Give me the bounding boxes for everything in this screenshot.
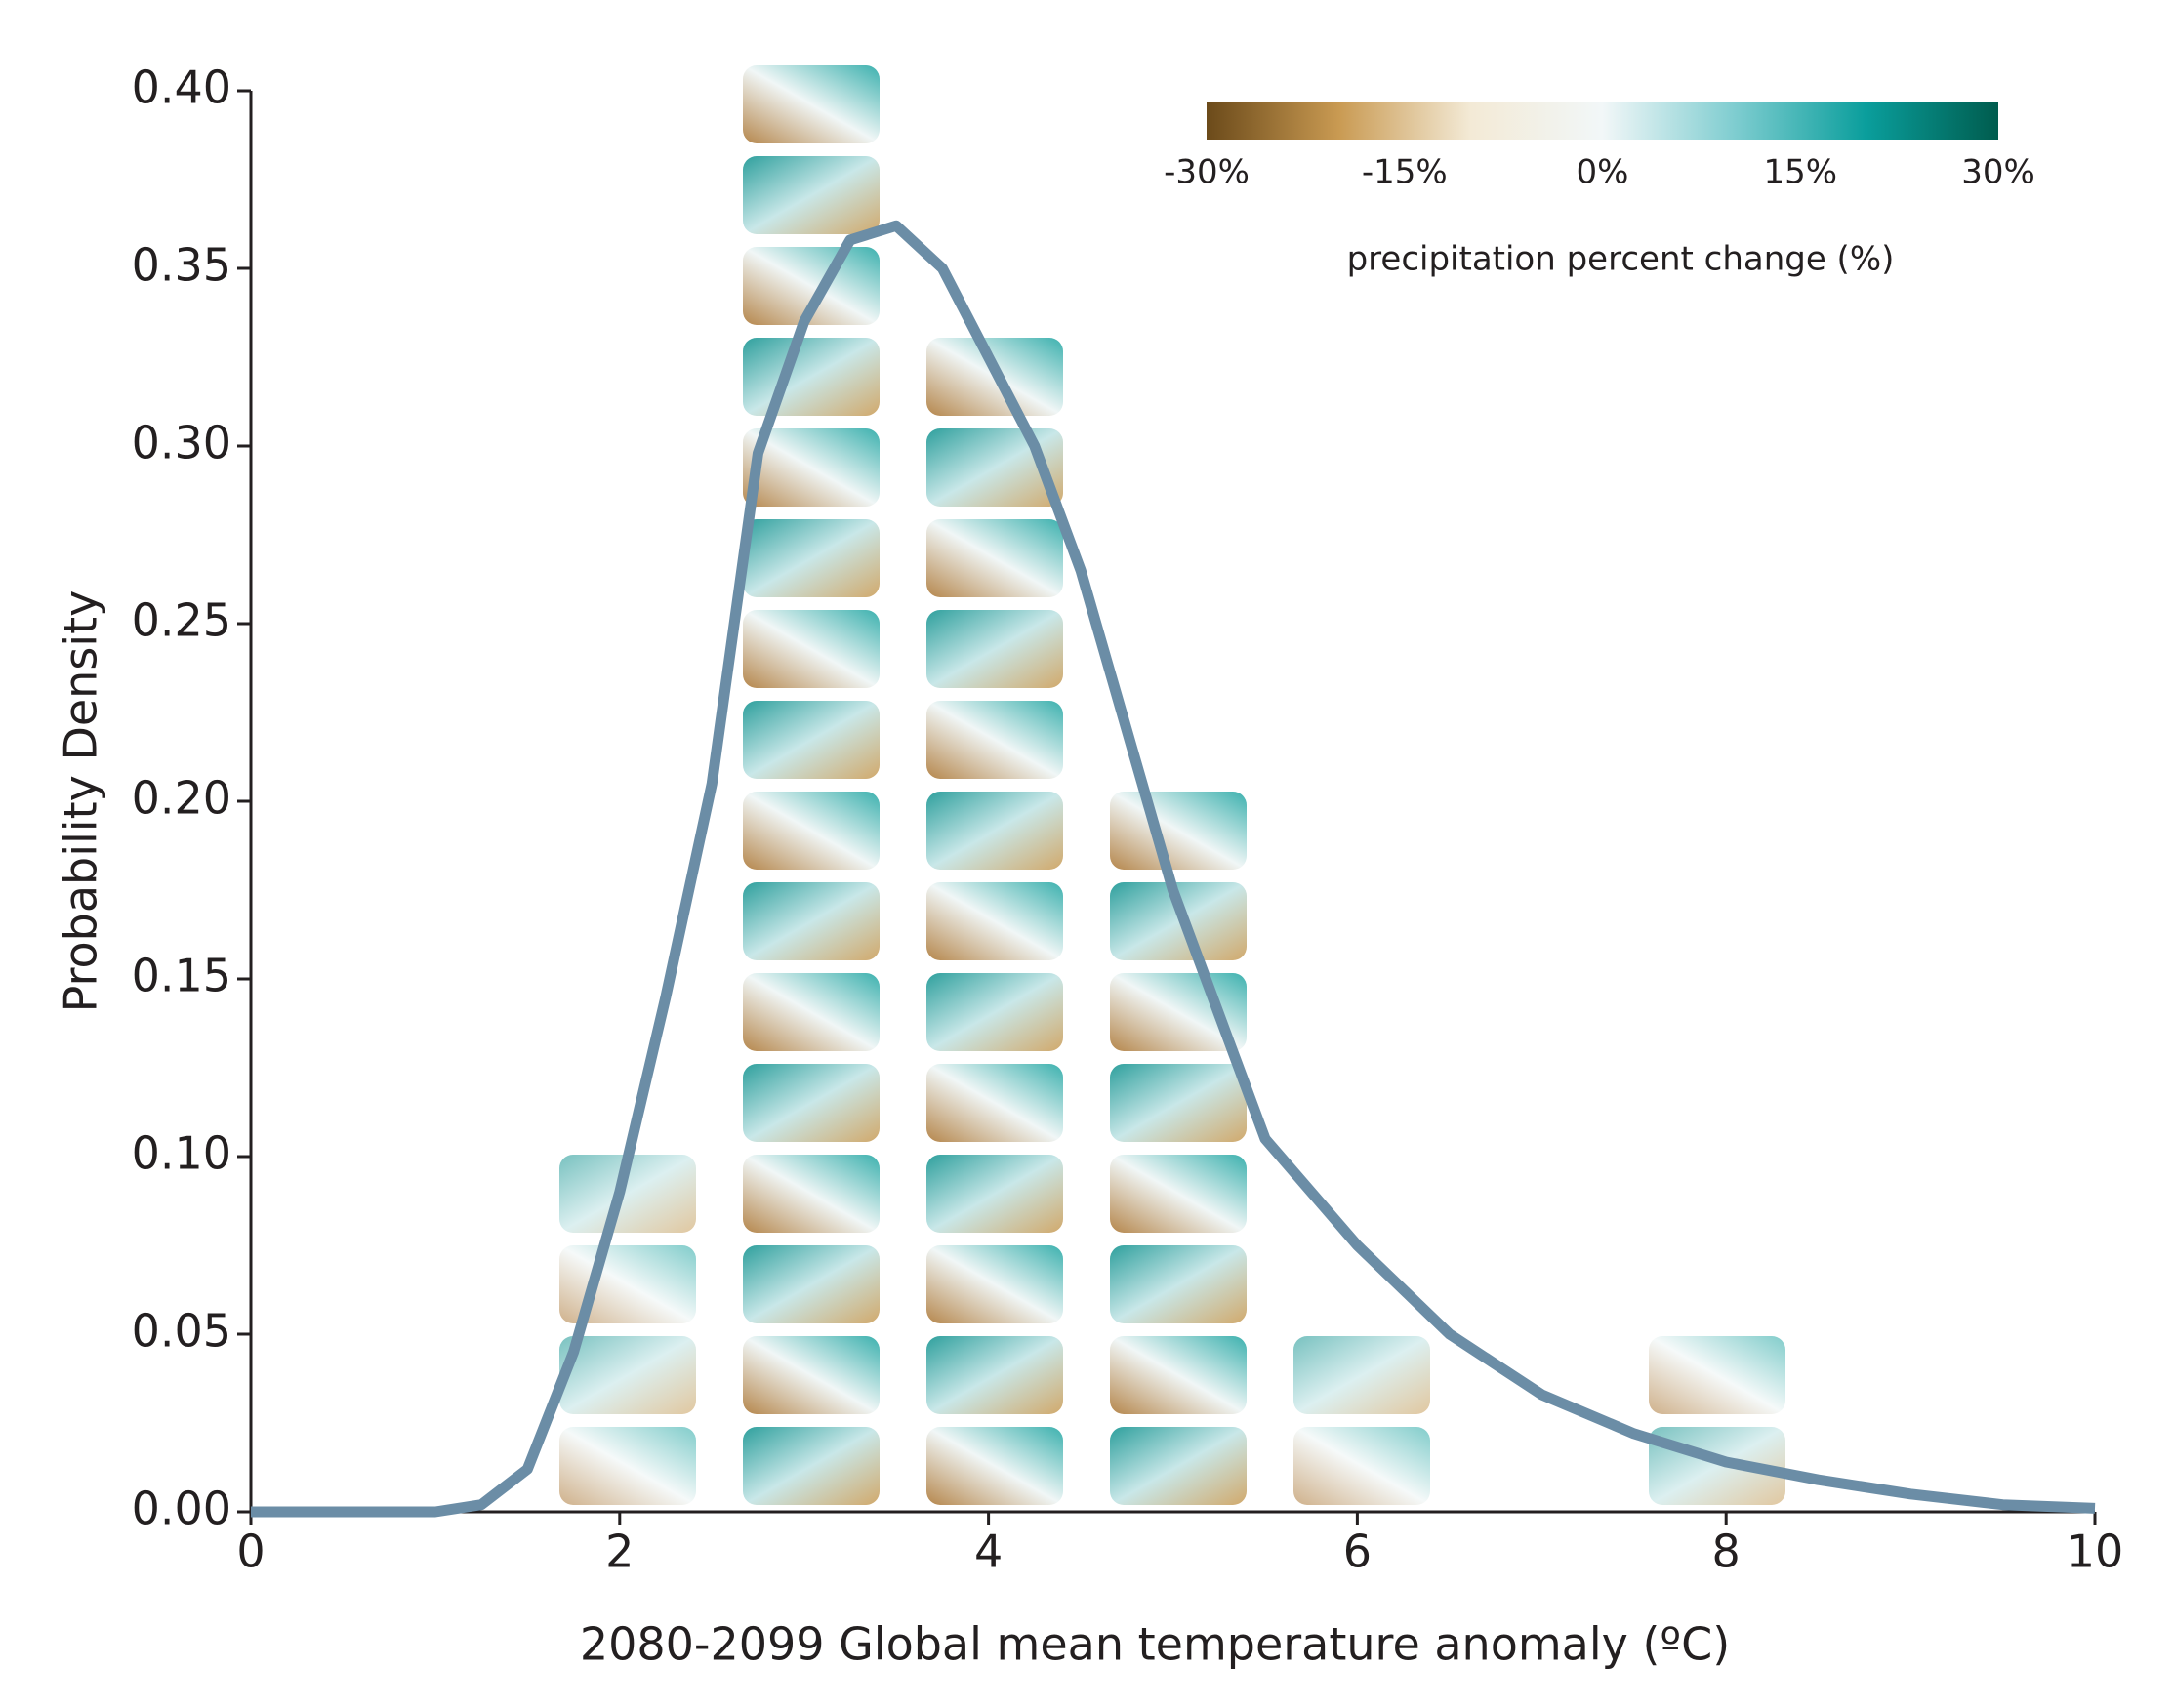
map-thumbnail — [743, 338, 880, 416]
map-thumbnail — [743, 65, 880, 143]
map-thumbnail — [559, 1336, 696, 1414]
y-tick-label: 0.40 — [132, 61, 231, 114]
x-axis-label: 2080-2099 Global mean temperature anomal… — [580, 1618, 1730, 1671]
x-tick-label: 8 — [1712, 1525, 1741, 1578]
map-thumbnail — [743, 882, 880, 960]
y-tick-label: 0.05 — [132, 1305, 231, 1358]
map-thumbnail — [743, 1336, 880, 1414]
map-thumbnail — [1110, 792, 1247, 870]
map-thumbnail — [926, 792, 1063, 870]
density-curve — [251, 220, 2096, 1518]
map-thumbnail — [1293, 1336, 1430, 1414]
map-thumbnail — [743, 1155, 880, 1233]
map-thumbnail — [1110, 1336, 1247, 1414]
map-thumbnail — [926, 1155, 1063, 1233]
map-thumbnail — [926, 882, 1063, 960]
y-tick-label: 0.25 — [132, 594, 231, 647]
x-tick-label: 0 — [236, 1525, 265, 1578]
y-tick-label: 0.15 — [132, 950, 231, 1002]
map-thumbnail — [1293, 1427, 1430, 1505]
y-tick-label: 0.10 — [132, 1127, 231, 1180]
y-tick-label: 0.35 — [132, 239, 231, 292]
y-axis-label: Probability Density — [55, 590, 107, 1013]
colorbar-tick-label: 15% — [1763, 153, 1837, 192]
map-thumbnail — [926, 1336, 1063, 1414]
x-tick-label: 10 — [2067, 1525, 2124, 1578]
map-thumbnail — [743, 519, 880, 597]
map-thumbnail — [1110, 1427, 1247, 1505]
map-thumbnail — [926, 428, 1063, 507]
map-thumbnail — [743, 701, 880, 779]
x-tick-label: 2 — [605, 1525, 634, 1578]
x-tick-label: 6 — [1343, 1525, 1372, 1578]
colorbar-tick-label: -30% — [1164, 153, 1250, 192]
map-thumbnail — [743, 973, 880, 1051]
colorbar-tick-label: 30% — [1961, 153, 2035, 192]
map-thumbnail — [1110, 1064, 1247, 1142]
map-thumbnail — [926, 973, 1063, 1051]
map-thumbnail — [743, 156, 880, 234]
map-thumbnail — [926, 519, 1063, 597]
map-thumbnail — [926, 1427, 1063, 1505]
map-thumbnail — [743, 247, 880, 325]
x-tick-label: 4 — [974, 1525, 1003, 1578]
map-thumbnail — [926, 1064, 1063, 1142]
map-thumbnail — [743, 1245, 880, 1323]
map-thumbnail — [926, 1245, 1063, 1323]
map-thumbnail — [559, 1427, 696, 1505]
colorbar-tick-label: 0% — [1577, 153, 1629, 192]
colorbar — [1207, 102, 1998, 140]
map-thumbnail — [743, 1427, 880, 1505]
map-thumbnail — [559, 1155, 696, 1233]
y-tick-label: 0.30 — [132, 417, 231, 469]
y-tick-label: 0.00 — [132, 1483, 231, 1535]
map-thumbnail — [743, 1064, 880, 1142]
map-thumbnail — [743, 428, 880, 507]
map-thumbnail — [743, 610, 880, 688]
colorbar-label: precipitation percent change (%) — [1347, 240, 1895, 279]
map-thumbnail — [1110, 882, 1247, 960]
map-thumbnails — [559, 65, 1785, 1505]
map-thumbnail — [1649, 1336, 1785, 1414]
map-thumbnail — [1110, 1155, 1247, 1233]
map-thumbnail — [743, 792, 880, 870]
map-thumbnail — [926, 701, 1063, 779]
map-thumbnail — [1110, 1245, 1247, 1323]
map-thumbnail — [926, 610, 1063, 688]
y-tick-label: 0.20 — [132, 772, 231, 825]
colorbar-tick-label: -15% — [1362, 153, 1448, 192]
